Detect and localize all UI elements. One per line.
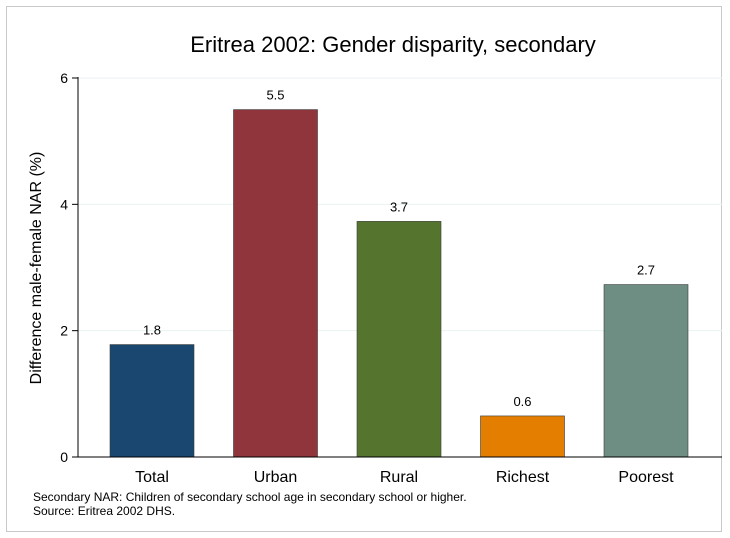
bar-value-label: 0.6 [513, 394, 531, 409]
chart-frame [6, 6, 722, 532]
footnote-definition: Secondary NAR: Children of secondary sch… [33, 490, 467, 504]
y-axis-label: Difference male-female NAR (%) [28, 152, 45, 385]
axes: 0 2 4 6 Total Urban Rural Richest Poorest [60, 70, 722, 486]
bar-urban [233, 109, 318, 458]
bar-richest [480, 415, 565, 458]
chart-title: Eritrea 2002: Gender disparity, secondar… [190, 32, 596, 57]
y-tick-label: 4 [60, 196, 68, 212]
x-tick-label: Poorest [618, 469, 674, 486]
y-tick-label: 0 [60, 449, 68, 465]
footnote-source: Source: Eritrea 2002 DHS. [33, 504, 176, 518]
bar-value-label: 1.8 [143, 323, 161, 338]
bar-poorest [603, 284, 689, 458]
x-tick-label: Urban [254, 469, 298, 486]
y-tick-label: 2 [60, 323, 68, 339]
x-tick-label: Richest [496, 469, 550, 486]
bar-total [109, 344, 195, 458]
bars: 1.8 5.5 3.7 0.6 2.7 [109, 88, 689, 458]
bar-rural [356, 221, 442, 458]
x-tick-label: Total [135, 469, 169, 486]
bar-value-label: 2.7 [637, 263, 655, 278]
bar-value-label: 3.7 [390, 199, 408, 214]
y-tick-label: 6 [60, 70, 68, 86]
bar-value-label: 5.5 [266, 88, 284, 103]
x-tick-label: Rural [380, 469, 418, 486]
